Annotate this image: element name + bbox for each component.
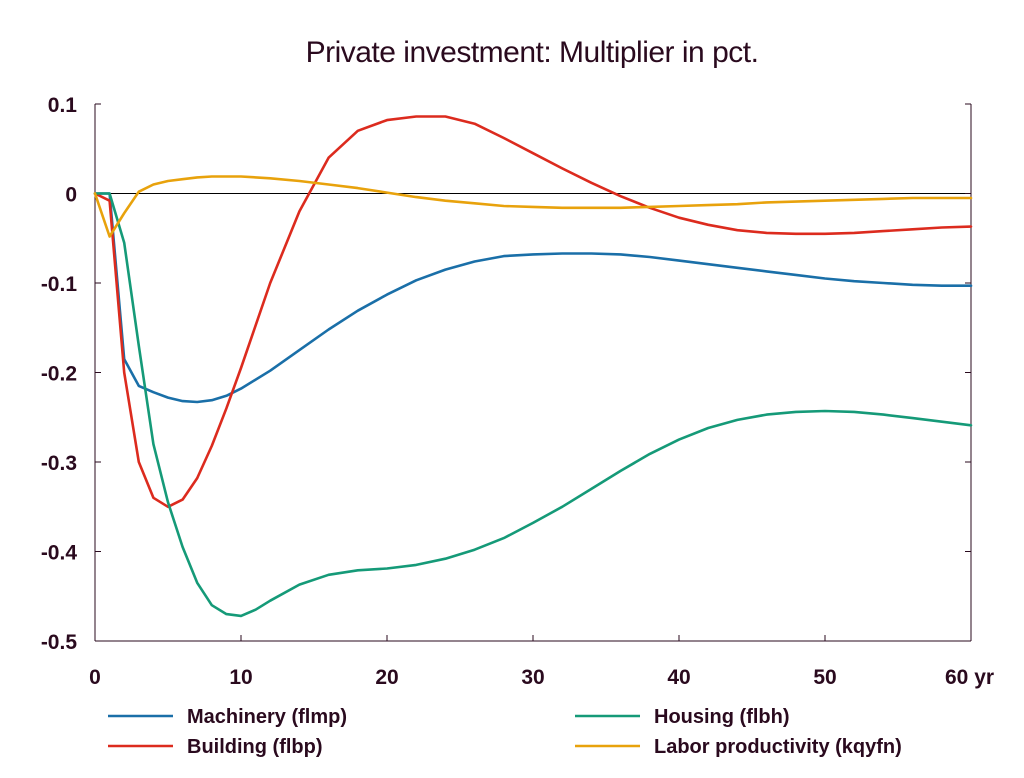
x-tick-label: 0 xyxy=(89,666,101,689)
series-line-1 xyxy=(93,192,973,404)
y-tick-label: -0.2 xyxy=(41,363,77,386)
x-tick-label: 50 xyxy=(813,666,836,689)
y-tick-label: -0.4 xyxy=(41,542,78,565)
legend: Machinery (flmp) Building (flbp) Housing (… xyxy=(108,706,902,758)
legend-label: Machinery (flmp) xyxy=(187,706,347,728)
x-tick-label: 10 xyxy=(229,666,252,689)
x-tick-label: 60 yr xyxy=(945,666,994,689)
y-tick-label: 0.1 xyxy=(48,94,78,117)
axes-layer: 0.1 0 -0.1 -0.2 -0.3 -0.4 -0.5 0 10 20 30 40 50 60 yr xyxy=(41,94,994,689)
x-tick-label: 20 xyxy=(375,666,398,689)
y-tick-label: 0 xyxy=(65,184,77,207)
series-layer xyxy=(93,115,973,618)
series-line-3 xyxy=(93,192,973,618)
legend-label: Building (flbp) xyxy=(187,736,323,758)
chart-title: Private investment: Multiplier in pct. xyxy=(306,36,759,69)
y-tick-label: -0.1 xyxy=(41,273,78,296)
y-tick-label: -0.5 xyxy=(41,631,78,654)
y-tick-label: -0.3 xyxy=(41,452,77,475)
x-tick-label: 30 xyxy=(521,666,544,689)
legend-label: Labor productivity (kqyfn) xyxy=(654,736,902,758)
x-tick-label: 40 xyxy=(667,666,690,689)
series-line-4 xyxy=(93,175,973,238)
legend-label: Housing (flbh) xyxy=(654,706,790,728)
series-line-2 xyxy=(93,115,973,509)
